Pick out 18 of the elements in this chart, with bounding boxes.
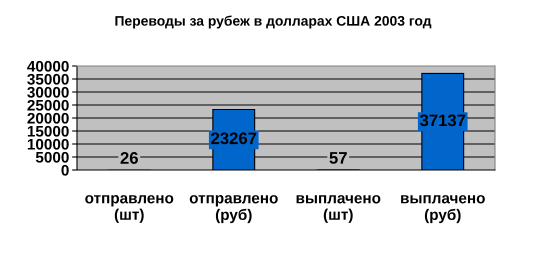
x-tick-label: выплачено (шт) xyxy=(296,195,380,223)
y-tick-label: 40000 xyxy=(27,60,69,72)
y-tick-label: 25000 xyxy=(27,100,69,111)
x-tick-label: отправлено (шт) xyxy=(85,195,174,223)
y-tick-label: 15000 xyxy=(28,126,69,137)
data-label: 26 xyxy=(120,152,138,164)
chart-title: Переводы за рубеж в долларах США 2003 год xyxy=(115,15,432,29)
data-label: 37137 xyxy=(420,114,466,126)
y-tick-label: 35000 xyxy=(27,74,69,85)
y-tick-label: 20000 xyxy=(27,112,69,124)
y-tick-label: 30000 xyxy=(27,86,69,98)
y-tick-label: 10000 xyxy=(28,138,69,150)
x-tick-label: отправлено (руб) xyxy=(190,195,278,224)
data-label: 57 xyxy=(329,152,347,164)
data-label: 23267 xyxy=(211,132,256,144)
y-tick-label: 0 xyxy=(61,164,69,176)
x-tick-label: выплачено (руб) xyxy=(401,195,485,224)
y-tick-label: 5000 xyxy=(36,152,69,163)
